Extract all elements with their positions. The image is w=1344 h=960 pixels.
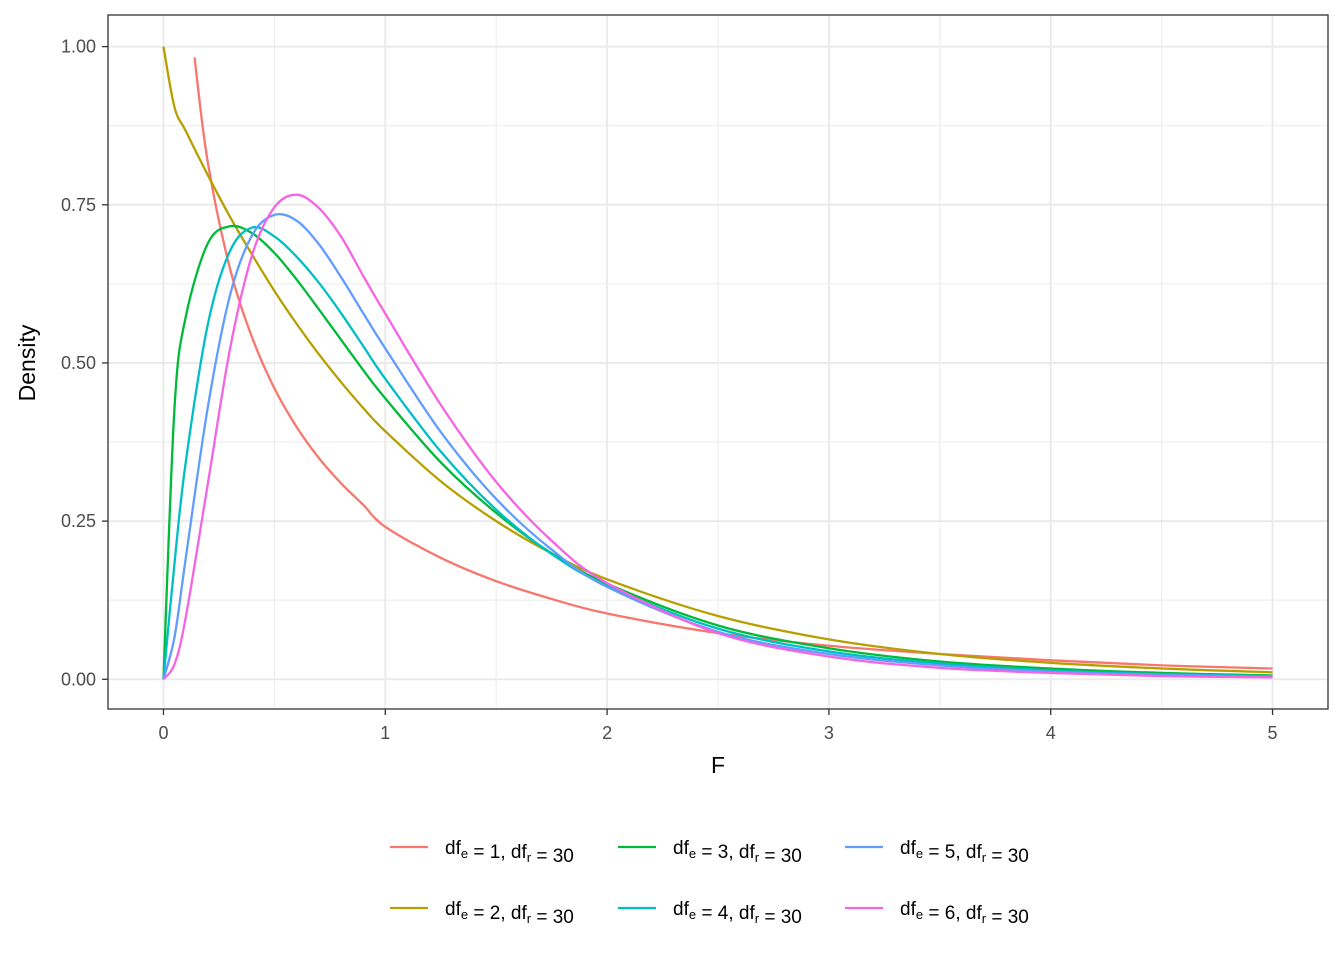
plot-panel-border (107, 14, 1329, 710)
legend-item-2: dfe = 2, dfr = 30 (390, 899, 574, 928)
y-axis-ticks: 0.00 0.25 0.50 0.75 1.00 (61, 37, 108, 689)
legend-label: dfe = 3, dfr = 30 (673, 838, 802, 867)
legend-item-4: dfe = 4, dfr = 30 (618, 899, 802, 928)
legend-label: dfe = 5, dfr = 30 (900, 838, 1029, 867)
series-line-4 (162, 225, 1273, 680)
x-tick-label: 2 (602, 723, 612, 743)
major-gridlines (108, 15, 1328, 709)
y-tick-label: 0.50 (61, 353, 96, 373)
x-axis-title: F (711, 752, 725, 778)
series-line-2 (162, 46, 1273, 674)
y-tick-label: 1.00 (61, 37, 96, 57)
series-line-6 (162, 193, 1273, 681)
x-tick-label: 1 (380, 723, 390, 743)
y-tick-label: 0.75 (61, 195, 96, 215)
x-tick-label: 5 (1268, 723, 1278, 743)
series-line-5 (162, 212, 1273, 680)
x-tick-label: 3 (824, 723, 834, 743)
density-curves (162, 46, 1273, 681)
x-tick-label: 4 (1046, 723, 1056, 743)
y-tick-label: 0.00 (61, 669, 96, 689)
legend-item-5: dfe = 5, dfr = 30 (845, 838, 1029, 867)
legend-label: dfe = 2, dfr = 30 (445, 899, 574, 928)
legend: dfe = 1, dfr = 30 dfe = 2, dfr = 30 dfe = … (390, 838, 1029, 928)
x-tick-label: 0 (158, 723, 168, 743)
legend-label: dfe = 4, dfr = 30 (673, 899, 802, 928)
legend-item-3: dfe = 3, dfr = 30 (618, 838, 802, 867)
legend-label: dfe = 6, dfr = 30 (900, 899, 1029, 928)
x-axis-ticks: 0 1 2 3 4 5 (158, 709, 1278, 743)
legend-item-1: dfe = 1, dfr = 30 (390, 838, 574, 867)
legend-item-6: dfe = 6, dfr = 30 (845, 899, 1029, 928)
legend-label: dfe = 1, dfr = 30 (445, 838, 574, 867)
series-line-3 (162, 224, 1273, 680)
y-tick-label: 0.25 (61, 511, 96, 531)
y-axis-title: Density (14, 324, 40, 401)
